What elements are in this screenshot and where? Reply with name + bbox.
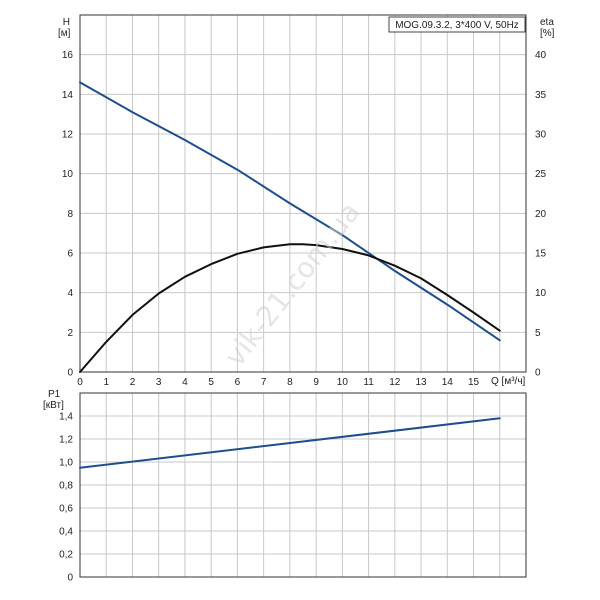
p1-axis-title: P1 bbox=[48, 389, 61, 400]
x-tick-label: 11 bbox=[363, 377, 374, 388]
x-tick-label: 3 bbox=[156, 377, 162, 388]
h-tick-label: 12 bbox=[62, 130, 74, 141]
x-tick-label: 5 bbox=[208, 377, 214, 388]
h-axis-unit: [м] bbox=[58, 28, 71, 39]
x-tick-label: 12 bbox=[389, 377, 401, 388]
x-tick-label: 2 bbox=[130, 377, 136, 388]
chart-title: MOG.09.3.2, 3*400 V, 50Hz bbox=[395, 20, 519, 31]
h-axis-title: H bbox=[63, 17, 70, 28]
p1-tick-label: 0,6 bbox=[59, 504, 73, 515]
x-tick-label: 9 bbox=[313, 377, 319, 388]
p1-tick-label: 0,8 bbox=[59, 481, 73, 492]
p1-tick-label: 1,4 bbox=[59, 412, 73, 423]
bottom-panel-ticks: 0 0,2 0,4 0,6 0,8 1,0 1,2 1,4 bbox=[59, 412, 73, 584]
top-panel-frame bbox=[79, 14, 527, 373]
chart-title-box bbox=[388, 16, 526, 33]
x-tick-label: 7 bbox=[261, 377, 267, 388]
x-tick-label: 0 bbox=[77, 377, 83, 388]
x-tick-label: 6 bbox=[235, 377, 241, 388]
power-curve-line bbox=[79, 417, 501, 469]
x-tick-label: 14 bbox=[442, 377, 454, 388]
eta-tick-label: 5 bbox=[535, 328, 541, 339]
h-tick-label: 6 bbox=[67, 249, 73, 260]
h-tick-label: 0 bbox=[67, 368, 73, 379]
x-tick-label: 10 bbox=[337, 377, 349, 388]
p1-tick-label: 1,2 bbox=[59, 435, 73, 446]
p1-tick-label: 1,0 bbox=[59, 458, 73, 469]
eta-tick-label: 40 bbox=[535, 50, 547, 61]
p1-axis-unit: [кВт] bbox=[43, 400, 64, 411]
top-panel-curves bbox=[79, 81, 501, 373]
eta-tick-label: 25 bbox=[535, 169, 547, 180]
x-tick-label: 15 bbox=[468, 377, 480, 388]
h-tick-label: 2 bbox=[67, 328, 73, 339]
eta-tick-label: 0 bbox=[535, 368, 541, 379]
eta-tick-label: 15 bbox=[535, 249, 547, 260]
eta-tick-label: 20 bbox=[535, 209, 547, 220]
top-panel-ticks: 0 1 2 3 4 5 6 7 8 9 10 11 12 13 14 15024681012141605101… bbox=[62, 50, 547, 388]
eta-tick-label: 35 bbox=[535, 90, 547, 101]
h-tick-label: 8 bbox=[67, 209, 73, 220]
bottom-panel-frame bbox=[79, 392, 527, 578]
x-tick-label: 8 bbox=[287, 377, 293, 388]
h-tick-label: 16 bbox=[62, 50, 74, 61]
top-panel-grid bbox=[80, 15, 526, 372]
head-curve-line bbox=[79, 81, 501, 342]
x-tick-label: 13 bbox=[415, 377, 427, 388]
h-tick-label: 4 bbox=[67, 288, 73, 299]
bottom-panel-curves bbox=[79, 417, 501, 469]
eta-axis-unit: [%] bbox=[540, 28, 555, 39]
watermark: vik-21.com.ua bbox=[218, 196, 366, 373]
h-tick-label: 10 bbox=[62, 169, 74, 180]
bottom-panel-grid bbox=[80, 393, 526, 577]
efficiency-curve-line bbox=[79, 243, 501, 373]
p1-tick-label: 0,2 bbox=[59, 550, 73, 561]
x-tick-label: 4 bbox=[182, 377, 188, 388]
eta-tick-label: 10 bbox=[535, 288, 547, 299]
q-axis-title: Q [м³/ч] bbox=[491, 376, 526, 387]
p1-tick-label: 0,4 bbox=[59, 527, 73, 538]
eta-tick-label: 30 bbox=[535, 130, 547, 141]
eta-axis-title: eta bbox=[540, 17, 554, 28]
x-tick-label: 1 bbox=[103, 377, 109, 388]
p1-tick-label: 0 bbox=[67, 573, 73, 584]
h-tick-label: 14 bbox=[62, 90, 74, 101]
